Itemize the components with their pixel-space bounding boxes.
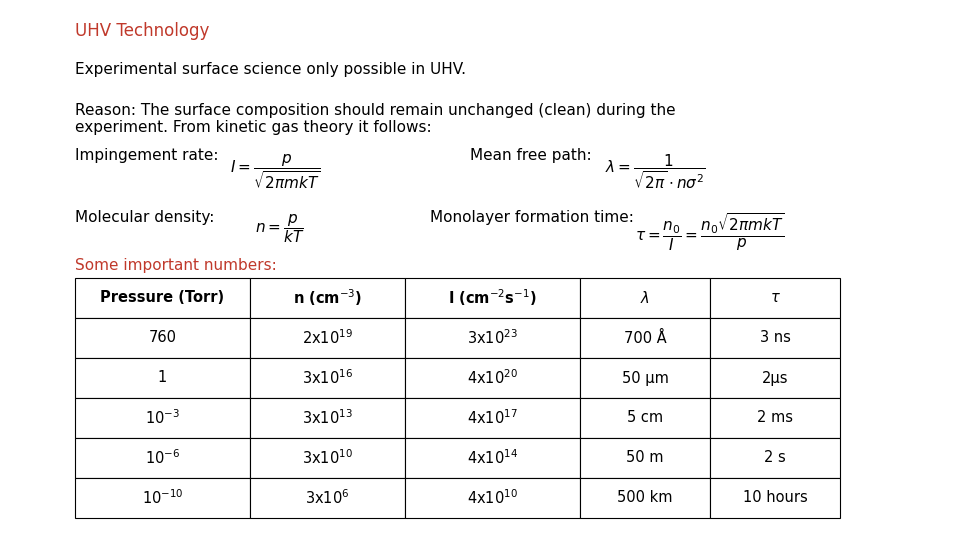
Bar <box>405 478 580 518</box>
Bar <box>710 478 840 518</box>
Bar <box>75 438 250 478</box>
Text: 50 m: 50 m <box>626 450 663 465</box>
Text: 10$^{-3}$: 10$^{-3}$ <box>145 409 180 427</box>
Text: 2x10$^{19}$: 2x10$^{19}$ <box>302 329 353 347</box>
Text: 4x10$^{20}$: 4x10$^{20}$ <box>467 369 518 387</box>
Text: 5 cm: 5 cm <box>627 410 663 426</box>
Text: 3x10$^{10}$: 3x10$^{10}$ <box>302 449 353 467</box>
Text: 2 s: 2 s <box>764 450 786 465</box>
Text: 4x10$^{14}$: 4x10$^{14}$ <box>467 449 518 467</box>
Bar <box>250 358 405 398</box>
Text: Reason: The surface composition should remain unchanged (clean) during the: Reason: The surface composition should r… <box>75 103 676 118</box>
Text: $I = \dfrac{p}{\sqrt{2\pi mkT}}$: $I = \dfrac{p}{\sqrt{2\pi mkT}}$ <box>230 152 321 191</box>
Bar <box>710 278 840 318</box>
Text: Experimental surface science only possible in UHV.: Experimental surface science only possib… <box>75 62 466 77</box>
Text: 3x10$^{23}$: 3x10$^{23}$ <box>468 329 518 347</box>
Text: $n = \dfrac{p}{kT}$: $n = \dfrac{p}{kT}$ <box>255 212 304 245</box>
Text: 10$^{-10}$: 10$^{-10}$ <box>142 489 183 508</box>
Bar <box>75 318 250 358</box>
Text: 10$^{-6}$: 10$^{-6}$ <box>145 449 180 467</box>
Bar <box>710 358 840 398</box>
Bar <box>580 358 710 398</box>
Text: $\tau = \dfrac{n_0}{I} = \dfrac{n_0\sqrt{2\pi mkT}}{p}$: $\tau = \dfrac{n_0}{I} = \dfrac{n_0\sqrt… <box>635 212 784 253</box>
Bar <box>710 398 840 438</box>
Text: UHV Technology: UHV Technology <box>75 22 209 40</box>
Bar <box>250 278 405 318</box>
Bar <box>405 318 580 358</box>
Text: 700 Å: 700 Å <box>624 330 666 346</box>
Bar <box>75 398 250 438</box>
Text: Some important numbers:: Some important numbers: <box>75 258 276 273</box>
Text: I (cm$^{-2}$s$^{-1}$): I (cm$^{-2}$s$^{-1}$) <box>448 288 537 308</box>
Bar <box>405 358 580 398</box>
Text: 2μs: 2μs <box>761 370 788 386</box>
Text: 3x10$^{16}$: 3x10$^{16}$ <box>302 369 353 387</box>
Bar <box>580 438 710 478</box>
Text: 3x10$^{6}$: 3x10$^{6}$ <box>305 489 349 508</box>
Bar <box>75 358 250 398</box>
Bar <box>580 398 710 438</box>
Text: 10 hours: 10 hours <box>743 490 807 505</box>
Text: Mean free path:: Mean free path: <box>470 148 591 163</box>
Bar <box>580 318 710 358</box>
Text: n (cm$^{-3}$): n (cm$^{-3}$) <box>293 288 362 308</box>
Bar <box>405 438 580 478</box>
Text: 4x10$^{17}$: 4x10$^{17}$ <box>468 409 518 427</box>
Text: 1: 1 <box>157 370 167 386</box>
Text: 760: 760 <box>149 330 177 346</box>
Bar <box>710 318 840 358</box>
Text: 50 μm: 50 μm <box>621 370 668 386</box>
Text: $\lambda = \dfrac{1}{\sqrt{2\pi} \cdot n\sigma^2}$: $\lambda = \dfrac{1}{\sqrt{2\pi} \cdot n… <box>605 152 706 191</box>
Text: 500 km: 500 km <box>617 490 673 505</box>
Bar <box>580 278 710 318</box>
Text: experiment. From kinetic gas theory it follows:: experiment. From kinetic gas theory it f… <box>75 120 432 135</box>
Bar <box>250 398 405 438</box>
Text: 4x10$^{10}$: 4x10$^{10}$ <box>467 489 518 508</box>
Text: Monolayer formation time:: Monolayer formation time: <box>430 210 634 225</box>
Bar <box>75 278 250 318</box>
Text: Pressure (Torr): Pressure (Torr) <box>101 291 225 306</box>
Text: $\tau$: $\tau$ <box>770 291 780 306</box>
Text: Impingement rate:: Impingement rate: <box>75 148 219 163</box>
Bar <box>250 438 405 478</box>
Bar <box>405 278 580 318</box>
Text: Molecular density:: Molecular density: <box>75 210 214 225</box>
Bar <box>250 318 405 358</box>
Text: 3 ns: 3 ns <box>759 330 790 346</box>
Bar <box>710 438 840 478</box>
Bar <box>75 478 250 518</box>
Bar <box>405 398 580 438</box>
Text: 2 ms: 2 ms <box>757 410 793 426</box>
Bar <box>580 478 710 518</box>
Bar <box>250 478 405 518</box>
Text: 3x10$^{13}$: 3x10$^{13}$ <box>302 409 353 427</box>
Text: $\lambda$: $\lambda$ <box>640 290 650 306</box>
